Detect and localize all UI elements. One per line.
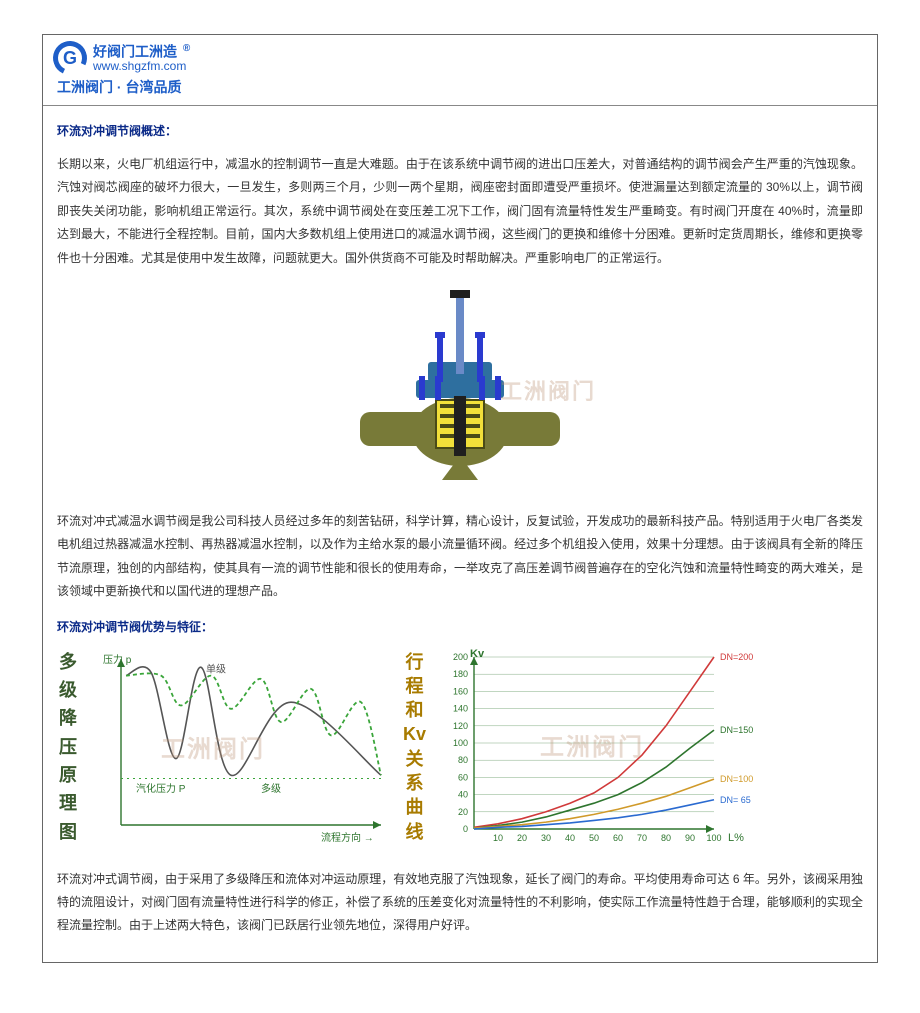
- svg-text:160: 160: [453, 686, 468, 696]
- svg-text:压力 p: 压力 p: [103, 653, 132, 666]
- svg-text:80: 80: [661, 833, 671, 843]
- chart-2-card: 工洲阀门 02040608010012014016018020010203040…: [440, 649, 770, 852]
- svg-text:40: 40: [458, 789, 468, 799]
- chart-1-card: 工洲阀门 压力 p流程方向 →汽化压力 P多级单级: [91, 649, 391, 852]
- svg-text:单级: 单级: [206, 663, 226, 675]
- svg-text:100: 100: [707, 833, 722, 843]
- svg-text:30: 30: [541, 833, 551, 843]
- chart1-vertical-label: 多级降压原理图: [57, 649, 79, 847]
- svg-text:200: 200: [453, 652, 468, 662]
- brand-url: www.shgzfm.com: [93, 60, 190, 73]
- chart2-vertical-label: 行程和Kv关系曲线: [401, 649, 428, 847]
- svg-text:DN=100: DN=100: [720, 774, 753, 784]
- valve-figure: 工洲阀门: [57, 284, 863, 494]
- section-1-para-2: 环流对冲式减温水调节阀是我公司科技人员经过多年的刻苦钻研，科学计算，精心设计，反…: [57, 510, 863, 604]
- svg-text:10: 10: [493, 833, 503, 843]
- svg-text:DN= 65: DN= 65: [720, 794, 751, 804]
- logo-icon: G: [53, 41, 87, 75]
- svg-text:汽化压力 P: 汽化压力 P: [136, 781, 186, 794]
- svg-text:120: 120: [453, 720, 468, 730]
- panel: G 好阀门工洲造 ® www.shgzfm.com 工洲阀门 · 台湾品质 环流…: [42, 34, 878, 963]
- svg-text:40: 40: [565, 833, 575, 843]
- svg-text:20: 20: [458, 806, 468, 816]
- svg-text:L%: L%: [728, 832, 744, 844]
- svg-text:多级: 多级: [261, 781, 281, 794]
- svg-text:60: 60: [613, 833, 623, 843]
- kv-curve-chart: 0 20 40 60 80 100 120 140 160 180 200 10 20 30 40 50 60 7…: [440, 649, 770, 849]
- section-1-title: 环流对冲调节阀概述：: [57, 122, 863, 139]
- svg-text:90: 90: [685, 833, 695, 843]
- reg-mark: ®: [181, 43, 190, 54]
- header-logo: G 好阀门工洲造 ® www.shgzfm.com 工洲阀门 · 台湾品质: [43, 35, 877, 105]
- charts-row: 多级降压原理图 工洲阀门 压力 p流程方向 →汽化压力 P多级单级 行程和Kv关…: [57, 649, 863, 852]
- svg-text:Kv: Kv: [470, 649, 485, 660]
- svg-text:0: 0: [463, 824, 468, 834]
- brand-slogan: 好阀门工洲造: [93, 44, 177, 60]
- section-2-para-1: 环流对冲式调节阀，由于采用了多级降压和流体对冲运动原理，有效地克服了汽蚀现象，延…: [57, 868, 863, 938]
- svg-text:50: 50: [589, 833, 599, 843]
- svg-text:140: 140: [453, 703, 468, 713]
- svg-text:20: 20: [517, 833, 527, 843]
- svg-text:100: 100: [453, 738, 468, 748]
- svg-text:70: 70: [637, 833, 647, 843]
- svg-text:180: 180: [453, 669, 468, 679]
- svg-text:60: 60: [458, 772, 468, 782]
- section-2-title: 环流对冲调节阀优势与特征：: [57, 618, 863, 635]
- svg-text:DN=200: DN=200: [720, 652, 753, 662]
- svg-text:流程方向 →: 流程方向 →: [321, 831, 374, 844]
- brand-subtitle: 工洲阀门 · 台湾品质: [53, 75, 867, 101]
- section-1-para-1: 长期以来，火电厂机组运行中，减温水的控制调节一直是大难题。由于在该系统中调节阀的…: [57, 153, 863, 270]
- svg-text:80: 80: [458, 755, 468, 765]
- pressure-chart: 压力 p 流程方向 → 汽化压力 P 多级 单级: [91, 649, 391, 849]
- svg-text:DN=150: DN=150: [720, 725, 753, 735]
